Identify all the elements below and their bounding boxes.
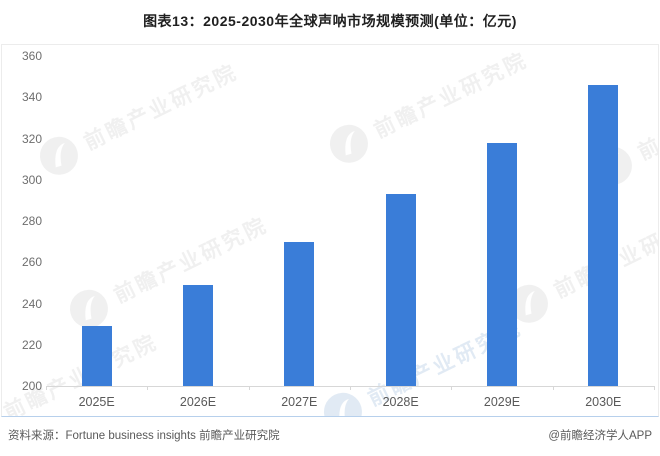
x-axis-tick	[654, 386, 655, 390]
y-tick-label: 360	[21, 49, 42, 63]
plot-area: 前瞻产业研究院 前瞻产业研究院 前瞻产业研究院 前瞻产业研究院	[1, 44, 659, 417]
x-tick-label: 2026E	[179, 395, 217, 409]
x-tick-label: 2028E	[382, 395, 419, 409]
x-tick-label: 2025E	[78, 395, 115, 409]
x-tick-label: 2030E	[585, 395, 622, 409]
forward-logo-icon	[329, 124, 368, 163]
x-axis-tick	[552, 386, 554, 390]
y-tick-label: 320	[21, 131, 42, 146]
watermark: 前瞻产业研究院	[502, 199, 658, 330]
y-tick-label: 220	[21, 337, 42, 352]
x-axis-tick	[147, 386, 149, 390]
bar-2030E	[588, 84, 619, 386]
bar-2025E	[81, 326, 112, 386]
x-axis-tick	[46, 386, 47, 390]
chart-title: 图表13：2025-2030年全球声呐市场规模预测(单位：亿元)	[143, 13, 517, 29]
brand-note: @前瞻经济学人APP	[548, 430, 652, 442]
bar-2026E	[183, 284, 213, 386]
y-tick-label: 200	[21, 379, 42, 393]
watermark: 前瞻产业研究院	[62, 204, 275, 335]
forward-logo-icon	[1, 399, 6, 417]
x-axis-tick	[248, 386, 250, 390]
x-tick-label: 2027E	[281, 395, 318, 409]
chart-footer: 资料来源：Fortune business insights 前瞻产业研究院 @…	[8, 427, 652, 443]
y-tick-label: 240	[21, 296, 42, 311]
x-axis-tick	[350, 386, 351, 390]
watermark-text: 前瞻产业研究院	[370, 48, 532, 143]
watermark: 前瞻产业研究院	[32, 51, 245, 182]
y-tick-label: 340	[21, 90, 42, 105]
x-tick-label: 2029E	[483, 395, 521, 409]
source-note: 资料来源：Fortune business insights 前瞻产业研究院	[8, 430, 280, 442]
y-tick-label: 300	[21, 172, 42, 187]
bar-2028E	[385, 194, 416, 386]
y-tick-label: 280	[21, 214, 42, 228]
bar-2029E	[487, 142, 517, 386]
x-axis-tick	[451, 386, 453, 390]
watermark-text: 前瞻产业研究院	[80, 60, 242, 155]
watermark-text: 前瞻产业研究院	[634, 70, 659, 165]
bar-2027E	[284, 241, 315, 386]
y-tick-label: 260	[21, 255, 42, 270]
